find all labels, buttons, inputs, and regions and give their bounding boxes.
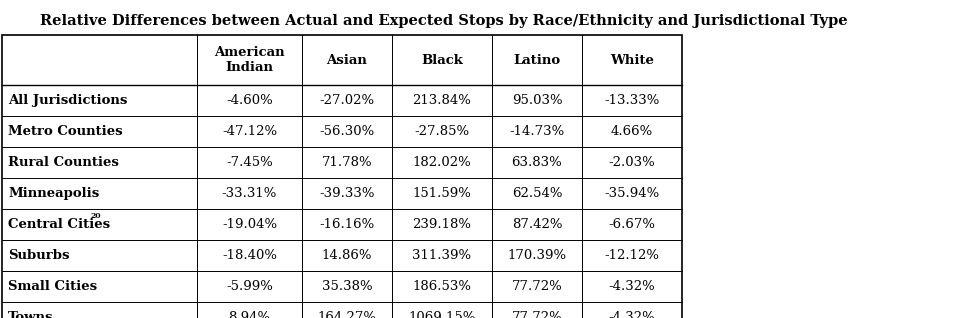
Text: -18.40%: -18.40% [222,249,277,262]
Text: Suburbs: Suburbs [8,249,69,262]
Text: 182.02%: 182.02% [413,156,471,169]
Text: 77.72%: 77.72% [512,311,562,318]
Text: 71.78%: 71.78% [322,156,372,169]
Text: -27.02%: -27.02% [319,94,375,107]
Text: White: White [610,53,654,66]
Text: 63.83%: 63.83% [512,156,562,169]
Text: Asian: Asian [327,53,367,66]
Text: -12.12%: -12.12% [604,249,659,262]
Text: 35.38%: 35.38% [322,280,372,293]
Text: 62.54%: 62.54% [512,187,562,200]
Text: Latino: Latino [514,53,560,66]
Text: Metro Counties: Metro Counties [8,125,122,138]
Text: 170.39%: 170.39% [507,249,567,262]
Text: -47.12%: -47.12% [222,125,277,138]
Text: 239.18%: 239.18% [413,218,471,231]
Text: 4.66%: 4.66% [611,125,654,138]
Text: -19.04%: -19.04% [222,218,277,231]
Text: 8.94%: 8.94% [228,311,271,318]
Text: -35.94%: -35.94% [604,187,659,200]
Text: All Jurisdictions: All Jurisdictions [8,94,127,107]
Text: -56.30%: -56.30% [319,125,375,138]
Text: 77.72%: 77.72% [512,280,562,293]
Text: 213.84%: 213.84% [413,94,471,107]
Text: 311.39%: 311.39% [413,249,471,262]
Text: -7.45%: -7.45% [227,156,273,169]
Bar [2,35,682,318]
Text: 164.27%: 164.27% [317,311,377,318]
Text: -27.85%: -27.85% [415,125,469,138]
Text: Relative Differences between Actual and Expected Stops by Race/Ethnicity and Jur: Relative Differences between Actual and … [40,14,847,28]
Text: 20: 20 [90,212,100,220]
Text: -16.16%: -16.16% [319,218,375,231]
Text: Minneapolis: Minneapolis [8,187,99,200]
Text: Black: Black [421,53,463,66]
Text: -4.60%: -4.60% [227,94,273,107]
Text: -5.99%: -5.99% [227,280,273,293]
Text: 186.53%: 186.53% [413,280,471,293]
Text: 14.86%: 14.86% [322,249,372,262]
Text: -2.03%: -2.03% [608,156,656,169]
Text: Rural Counties: Rural Counties [8,156,119,169]
Text: Towns: Towns [8,311,53,318]
Text: 1069.15%: 1069.15% [409,311,475,318]
Text: -39.33%: -39.33% [319,187,375,200]
Text: -4.32%: -4.32% [608,280,656,293]
Text: Small Cities: Small Cities [8,280,97,293]
Text: 151.59%: 151.59% [413,187,471,200]
Text: -4.32%: -4.32% [608,311,656,318]
Text: -33.31%: -33.31% [222,187,278,200]
Text: Central Cities: Central Cities [8,218,110,231]
Text: -6.67%: -6.67% [608,218,656,231]
Text: American
Indian: American Indian [214,46,284,74]
Text: 87.42%: 87.42% [512,218,562,231]
Text: 95.03%: 95.03% [512,94,562,107]
Text: -14.73%: -14.73% [509,125,565,138]
Text: -13.33%: -13.33% [604,94,659,107]
